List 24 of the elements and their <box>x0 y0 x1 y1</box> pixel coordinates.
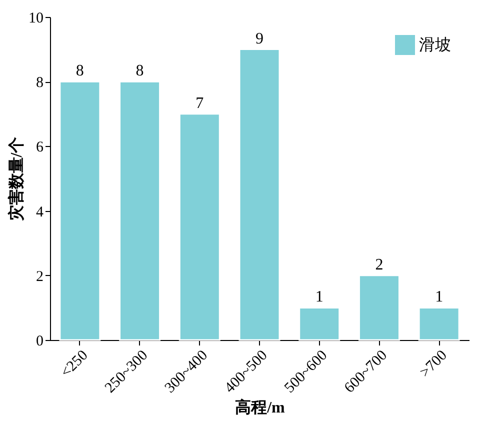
data-label: 9 <box>256 30 264 48</box>
y-tick-label: 4 <box>36 204 44 220</box>
y-tick-label: 2 <box>36 268 44 285</box>
bar <box>238 48 280 341</box>
data-label: 1 <box>315 288 324 306</box>
x-tick-label: <250 <box>58 348 92 381</box>
legend-label: 滑坡 <box>419 36 451 54</box>
bar <box>119 80 161 341</box>
bar <box>358 274 400 341</box>
data-label: 8 <box>136 62 144 80</box>
y-tick-label: 10 <box>28 10 44 26</box>
bar <box>418 306 460 341</box>
y-tick-label: 8 <box>36 75 44 92</box>
data-label: 8 <box>76 62 84 80</box>
x-axis-title: 高程/m <box>235 398 286 417</box>
bar <box>298 306 340 341</box>
y-axis-title: 灾害数量/个 <box>6 136 26 222</box>
data-label: 1 <box>435 288 444 306</box>
data-label: 2 <box>375 256 384 274</box>
y-tick-label: 6 <box>36 140 44 156</box>
bar <box>178 113 220 341</box>
bar <box>59 80 101 341</box>
data-label: 7 <box>196 94 204 112</box>
y-tick-label: 0 <box>36 334 44 350</box>
